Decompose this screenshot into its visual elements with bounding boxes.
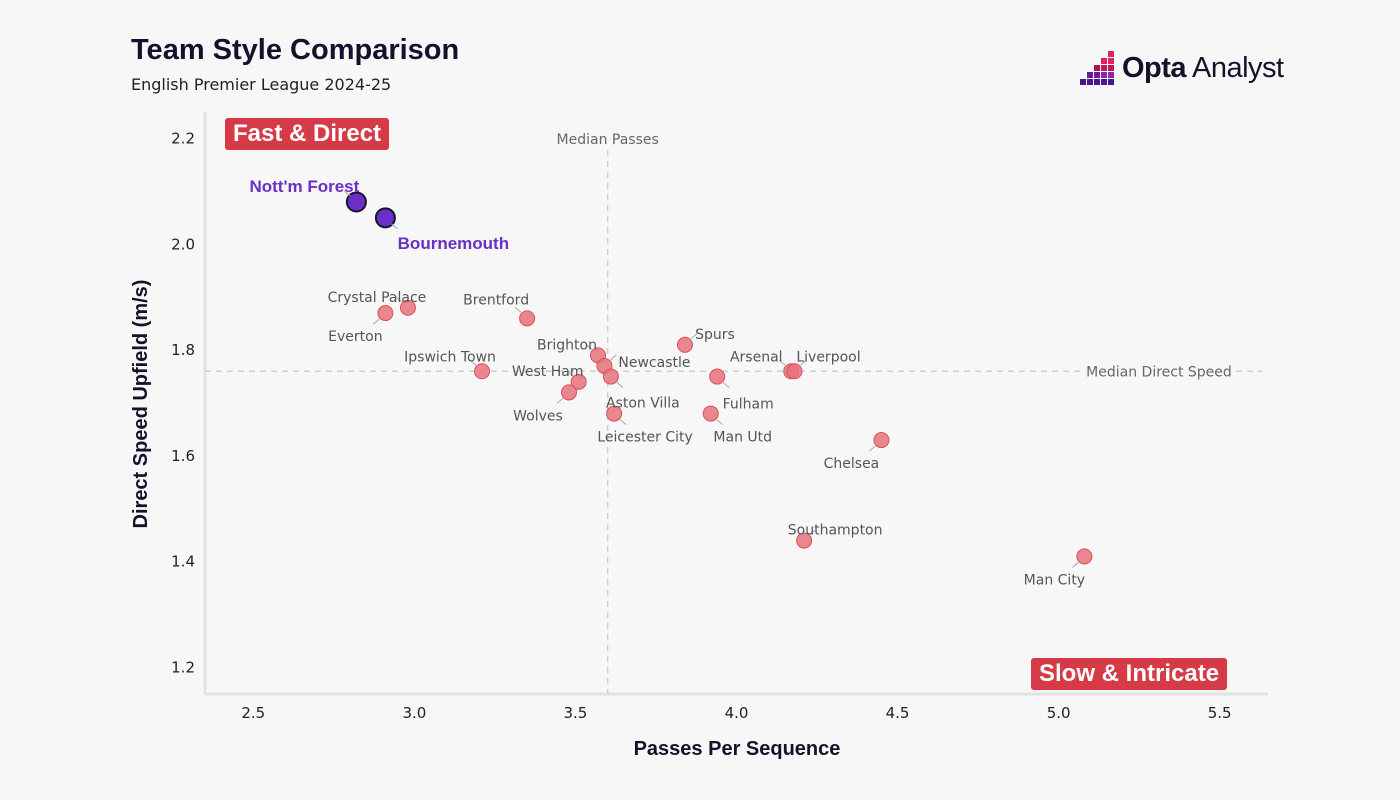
label-brighton: Brighton [537, 337, 597, 353]
axes: 2.5 3.0 3.5 4.0 4.5 5.0 5.5 1.2 1.4 1.6 1.8 2.0 2.2 P… [130, 112, 1268, 760]
label-leicester-city: Leicester City [597, 430, 692, 446]
leader-line-spurs [690, 333, 698, 340]
y-tick-label: 2.0 [171, 235, 195, 253]
median-lines: Median Passes Median Direct Speed [205, 132, 1262, 694]
leader-line-man-city [1072, 562, 1079, 568]
point-chelsea [873, 432, 890, 449]
leader-line-crystal-palace [395, 296, 403, 303]
chart-subtitle: English Premier League 2024-25 [131, 75, 392, 94]
label-bournemouth: Bournemouth [398, 234, 509, 253]
y-tick-label: 1.8 [171, 341, 195, 359]
label-west-ham: West Ham [512, 364, 584, 380]
leader-line-man-utd [716, 419, 724, 425]
point-fulham [709, 368, 726, 385]
label-spurs: Spurs [695, 327, 735, 343]
leader-line-bournemouth [391, 223, 398, 230]
x-tick-label: 2.5 [241, 704, 265, 722]
leader-line-brighton [585, 343, 593, 350]
point-brentford [519, 310, 536, 327]
label-aston-villa: Aston Villa [606, 396, 680, 412]
leader-line-wolves [556, 398, 564, 404]
leader-line-southampton [809, 529, 817, 535]
data-points [345, 191, 1093, 565]
x-tick-label: 5.5 [1208, 704, 1232, 722]
point-spurs [676, 336, 693, 353]
x-axis-title: Passes Per Sequence [634, 738, 841, 760]
leader-line-ipswich-town [469, 359, 477, 366]
median-passes-label: Median Passes [557, 132, 659, 148]
label-ipswich-town: Ipswich Town [404, 349, 496, 365]
label-man-utd: Man Utd [713, 430, 772, 446]
leader-line-west-ham [566, 370, 573, 377]
leader-line-brentford [514, 306, 522, 313]
leader-line-fulham [722, 382, 730, 388]
point-crystal-palace [399, 299, 416, 316]
brand-logo: Opta Analyst [1080, 48, 1284, 88]
x-tick-label: 3.0 [402, 704, 426, 722]
label-crystal-palace: Crystal Palace [328, 290, 427, 306]
x-tick-label: 5.0 [1047, 704, 1071, 722]
leader-line-aston-villa [616, 382, 624, 388]
point-aston-villa [602, 368, 619, 385]
quadrant-badge-fast-direct: Fast & Direct [225, 118, 390, 150]
point-man-utd [702, 405, 719, 422]
leader-line-arsenal [778, 359, 786, 366]
label-wolves: Wolves [513, 408, 563, 424]
point-labels: Nott'm Forest Bournemouth Crystal Palace Ev… [249, 177, 1085, 588]
point-nott-m-forest [345, 191, 367, 213]
point-west-ham [570, 373, 587, 390]
quadrant-badge-slow-intricate: Slow & Intricate [1031, 658, 1228, 690]
label-southampton: Southampton [788, 523, 883, 539]
y-tick-label: 1.4 [171, 553, 195, 571]
opta-logo-icon [1080, 51, 1114, 85]
leader-line-nott-m-forest [344, 190, 351, 197]
y-tick-label: 2.2 [171, 129, 195, 147]
x-tick-label: 4.5 [886, 704, 910, 722]
label-everton: Everton [328, 329, 382, 345]
point-liverpool [786, 363, 803, 380]
point-everton [377, 305, 394, 322]
point-man-city [1076, 548, 1093, 565]
y-tick-label: 1.6 [171, 447, 195, 465]
label-brentford: Brentford [463, 292, 529, 308]
point-leicester-city [606, 405, 623, 422]
brand-name: Opta Analyst [1122, 51, 1284, 84]
median-speed-label: Median Direct Speed [1086, 364, 1232, 380]
label-man-city: Man City [1024, 572, 1085, 588]
leader-line-liverpool [800, 359, 807, 366]
leader-line-leicester-city [619, 419, 627, 425]
x-tick-label: 3.5 [564, 704, 588, 722]
point-southampton [796, 532, 813, 549]
label-newcastle: Newcastle [618, 355, 690, 371]
label-nott-m-forest: Nott'm Forest [249, 177, 359, 196]
point-wolves [560, 384, 577, 401]
label-arsenal: Arsenal [730, 349, 783, 365]
label-fulham: Fulham [723, 397, 774, 413]
leader-line-newcastle [610, 354, 617, 361]
leader-line-everton [373, 318, 380, 325]
point-ipswich-town [474, 363, 491, 380]
chart-title: Team Style Comparison [131, 34, 460, 66]
leader-line-chelsea [869, 445, 876, 452]
x-tick-label: 4.0 [725, 704, 749, 722]
label-liverpool: Liverpool [796, 349, 860, 365]
point-bournemouth [374, 207, 396, 229]
label-chelsea: Chelsea [824, 456, 880, 472]
y-tick-label: 1.2 [171, 659, 195, 677]
y-axis-title: Direct Speed Upfield (m/s) [130, 280, 152, 529]
